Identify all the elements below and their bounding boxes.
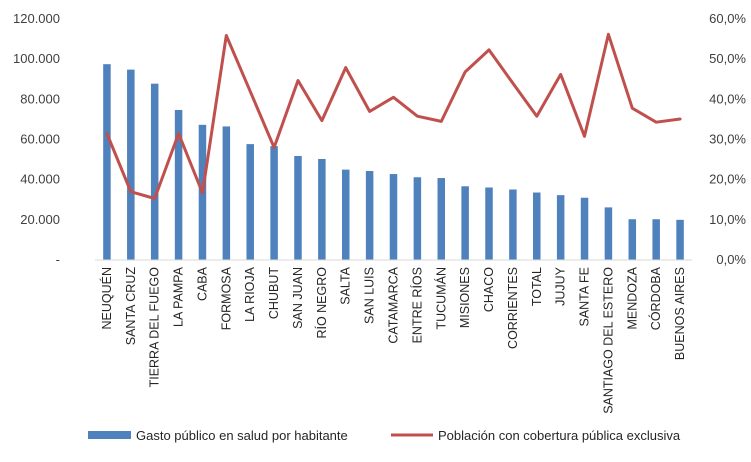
left-tick-label: 80.000 <box>20 91 60 106</box>
left-tick-label: 120.000 <box>13 11 60 26</box>
bar <box>461 186 469 260</box>
left-tick-label: 100.000 <box>13 51 60 66</box>
category-label: FORMOSA <box>219 266 233 330</box>
right-tick-label: 50,0% <box>709 51 746 66</box>
category-label: MISIONES <box>458 267 472 328</box>
bar <box>270 146 278 260</box>
bar <box>437 178 446 260</box>
bar <box>222 126 231 260</box>
category-label: SAN LUIS <box>363 267 377 324</box>
bar <box>365 171 374 260</box>
left-tick-label: 40.000 <box>20 172 60 187</box>
category-label: MENDOZA <box>625 266 639 329</box>
category-label: ENTRE RÍOS <box>409 267 424 343</box>
category-label: SAN JUAN <box>291 267 305 329</box>
bar <box>246 144 254 260</box>
bar <box>628 219 637 260</box>
legend-bar-swatch <box>88 431 131 439</box>
category-label: CÓRDOBA <box>648 266 663 330</box>
left-axis-ticks: - 20.000 40.000 60.000 80.000 100.000 120.000 <box>13 11 60 267</box>
right-tick-label: 0,0% <box>716 252 746 267</box>
bar <box>556 195 565 260</box>
bar <box>150 83 159 260</box>
category-label: CABA <box>195 266 209 301</box>
category-label: TIERRA DEL FUEGO <box>148 267 162 388</box>
bar <box>604 207 613 260</box>
right-tick-label: 10,0% <box>709 212 746 227</box>
bar <box>652 219 660 260</box>
category-label: SANTA CRUZ <box>124 267 138 346</box>
bar <box>485 187 493 260</box>
right-tick-label: 20,0% <box>709 172 746 187</box>
left-tick-label: 20.000 <box>20 212 60 227</box>
category-labels: NEUQUÉN SANTA CRUZ TIERRA DEL FUEGO LA PAMP… <box>99 266 687 413</box>
bar-series <box>103 64 684 260</box>
category-label: SANTIAGO DEL ESTERO <box>601 267 615 414</box>
category-label: LA PAMPA <box>172 266 186 327</box>
category-label: RÍO NEGRO <box>314 267 329 339</box>
bar <box>174 109 183 260</box>
category-label: CATAMARCA <box>387 266 401 343</box>
right-tick-label: 30,0% <box>709 132 746 147</box>
bar <box>127 69 135 260</box>
category-label: TOTAL <box>530 267 544 306</box>
category-label: JUJUY <box>554 266 568 306</box>
right-tick-label: 60,0% <box>709 11 746 26</box>
category-label: BUENOS AIRES <box>673 267 687 360</box>
bar <box>318 158 326 260</box>
bar <box>509 189 517 260</box>
bar <box>676 219 684 260</box>
bar <box>103 64 111 260</box>
category-label: SALTA <box>339 266 353 304</box>
legend: Gasto público en salud por habitante Pob… <box>88 428 681 443</box>
category-label: CORRIENTES <box>506 267 520 349</box>
bar <box>294 155 302 260</box>
category-label: CHUBUT <box>267 267 281 319</box>
left-tick-label: - <box>56 252 60 267</box>
series-line <box>105 32 682 200</box>
legend-line-label: Población con cobertura pública exclusiv… <box>438 428 681 443</box>
category-label: LA RIOJA <box>243 266 257 322</box>
right-axis-ticks: 0,0% 10,0% 20,0% 30,0% 40,0% 50,0% 60,0% <box>709 11 746 267</box>
left-tick-label: 60.000 <box>20 132 60 147</box>
bar <box>341 169 350 260</box>
line-series <box>105 32 682 200</box>
category-label: CHACO <box>482 267 496 312</box>
legend-bar-label: Gasto público en salud por habitante <box>136 428 348 443</box>
bar <box>533 192 541 260</box>
bar <box>413 177 422 260</box>
category-label: NEUQUÉN <box>99 267 114 330</box>
category-label: TUCUMÁN <box>433 267 448 330</box>
bar <box>580 197 589 260</box>
bar <box>389 174 398 260</box>
right-tick-label: 40,0% <box>709 91 746 106</box>
category-label: SANTA FE <box>578 267 592 327</box>
